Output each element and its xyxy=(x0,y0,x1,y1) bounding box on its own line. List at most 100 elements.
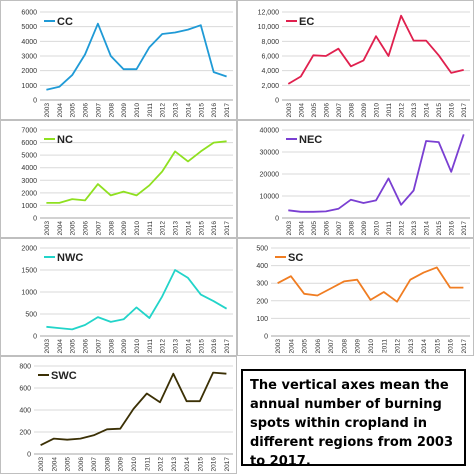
x-tick-label: 2014 xyxy=(185,221,192,236)
x-tick-label: 2004 xyxy=(298,103,305,118)
y-tick-label: 400 xyxy=(19,408,31,415)
y-tick-label: 6000 xyxy=(21,10,37,17)
x-tick-label: 2003 xyxy=(286,221,293,236)
x-tick-label: 2013 xyxy=(411,103,418,118)
x-tick-label: 2007 xyxy=(95,221,102,236)
y-tick-label: 8,000 xyxy=(261,39,279,46)
chart-border xyxy=(237,238,474,356)
y-tick-label: 5000 xyxy=(21,24,37,31)
chart-nwc: 0 500 1000 1500 2000 2003 2004 2005 2006 2007 2008… xyxy=(0,238,237,356)
x-tick-label: 2005 xyxy=(70,221,77,236)
x-tick-label: 2012 xyxy=(160,339,167,354)
axis-explanation-note: The vertical axes mean the annual number… xyxy=(241,369,466,469)
x-tick-label: 2017 xyxy=(224,457,231,472)
x-tick-label: 2009 xyxy=(121,221,128,236)
x-tick-label: 2016 xyxy=(211,339,218,354)
y-tick-label: 300 xyxy=(256,281,268,288)
x-tick-label: 2007 xyxy=(95,103,102,118)
y-tick-label: 1000 xyxy=(21,203,37,210)
x-tick-label: 2015 xyxy=(198,103,205,118)
y-tick-label: 800 xyxy=(19,364,31,371)
x-tick-label: 2015 xyxy=(198,221,205,236)
y-tick-label: 1500 xyxy=(21,268,37,275)
y-tick-label: 0 xyxy=(275,98,279,105)
x-tick-label: 2008 xyxy=(348,103,355,118)
y-tick-label: 0 xyxy=(264,334,268,341)
x-tick-label: 2017 xyxy=(461,103,468,118)
y-tick-label: 7000 xyxy=(21,128,37,135)
x-tick-label: 2013 xyxy=(173,339,180,354)
y-tick-label: 0 xyxy=(33,98,37,105)
x-tick-label: 2006 xyxy=(323,221,330,236)
x-tick-label: 2016 xyxy=(449,103,456,118)
y-tick-label: 0 xyxy=(33,216,37,223)
x-tick-label: 2007 xyxy=(336,221,343,236)
x-tick-label: 2017 xyxy=(224,221,231,236)
series-line-ec xyxy=(287,14,464,85)
x-tick-label: 2017 xyxy=(224,103,231,118)
x-tick-label: 2014 xyxy=(184,457,191,472)
y-tick-label: 4000 xyxy=(21,39,37,46)
x-tick-label: 2016 xyxy=(211,103,218,118)
x-tick-label: 2004 xyxy=(51,457,58,472)
x-tick-label: 2006 xyxy=(83,103,90,118)
x-tick-label: 2016 xyxy=(211,221,218,236)
x-tick-label: 2011 xyxy=(147,103,154,117)
y-tick-label: 30000 xyxy=(260,150,280,157)
y-tick-label: 600 xyxy=(19,386,31,393)
chart-border xyxy=(0,356,237,474)
x-tick-label: 2003 xyxy=(38,457,45,472)
series-line-swc xyxy=(40,371,227,447)
x-tick-label: 2012 xyxy=(158,457,165,472)
x-tick-label: 2009 xyxy=(121,339,128,354)
x-tick-label: 2015 xyxy=(198,339,205,354)
legend-label: SC xyxy=(288,252,303,264)
x-tick-label: 2014 xyxy=(424,103,431,118)
x-tick-label: 2003 xyxy=(275,339,282,354)
x-tick-label: 2004 xyxy=(57,339,64,354)
x-tick-label: 2003 xyxy=(44,221,51,236)
x-tick-label: 2007 xyxy=(336,103,343,118)
y-tick-label: 2000 xyxy=(21,68,37,75)
y-tick-label: 2000 xyxy=(21,246,37,253)
y-tick-label: 0 xyxy=(275,216,279,223)
x-tick-label: 2015 xyxy=(434,339,441,354)
x-tick-label: 2009 xyxy=(361,103,368,118)
x-tick-label: 2010 xyxy=(134,339,141,354)
x-tick-label: 2013 xyxy=(173,221,180,236)
x-tick-label: 2016 xyxy=(449,221,456,236)
y-tick-label: 10000 xyxy=(260,194,280,201)
x-tick-label: 2010 xyxy=(134,103,141,118)
y-tick-label: 10,000 xyxy=(258,24,280,31)
y-tick-label: 1000 xyxy=(21,290,37,297)
x-tick-label: 2010 xyxy=(131,457,138,472)
x-tick-label: 2005 xyxy=(70,339,77,354)
y-tick-label: 400 xyxy=(256,263,268,270)
y-tick-label: 6,000 xyxy=(261,54,279,61)
x-tick-label: 2009 xyxy=(361,221,368,236)
x-tick-label: 2013 xyxy=(408,339,415,354)
x-tick-label: 2009 xyxy=(121,103,128,118)
x-tick-label: 2011 xyxy=(144,457,151,471)
x-tick-label: 2010 xyxy=(368,339,375,354)
y-tick-label: 500 xyxy=(25,312,37,319)
x-tick-label: 2013 xyxy=(171,457,178,472)
x-tick-label: 2014 xyxy=(421,339,428,354)
chart-sc: 0 100 200 300 400 500 2003 2004 2005 2006 2007 2008… xyxy=(237,238,474,356)
y-tick-label: 3000 xyxy=(21,178,37,185)
x-tick-label: 2015 xyxy=(197,457,204,472)
y-tick-label: 200 xyxy=(19,430,31,437)
x-tick-label: 2012 xyxy=(399,103,406,118)
series-line-sc xyxy=(277,266,464,303)
x-tick-label: 2013 xyxy=(173,103,180,118)
x-tick-label: 2017 xyxy=(224,339,231,354)
x-tick-label: 2005 xyxy=(70,103,77,118)
x-tick-label: 2006 xyxy=(83,221,90,236)
y-tick-label: 1000 xyxy=(21,83,37,90)
chart-ec: 0 2,000 4,000 6,000 8,000 10,000 12,000 2003 200… xyxy=(237,0,474,120)
legend-label: NC xyxy=(57,134,73,146)
y-tick-label: 500 xyxy=(256,246,268,253)
x-tick-label: 2008 xyxy=(348,221,355,236)
x-tick-label: 2012 xyxy=(160,221,167,236)
x-tick-label: 2009 xyxy=(355,339,362,354)
